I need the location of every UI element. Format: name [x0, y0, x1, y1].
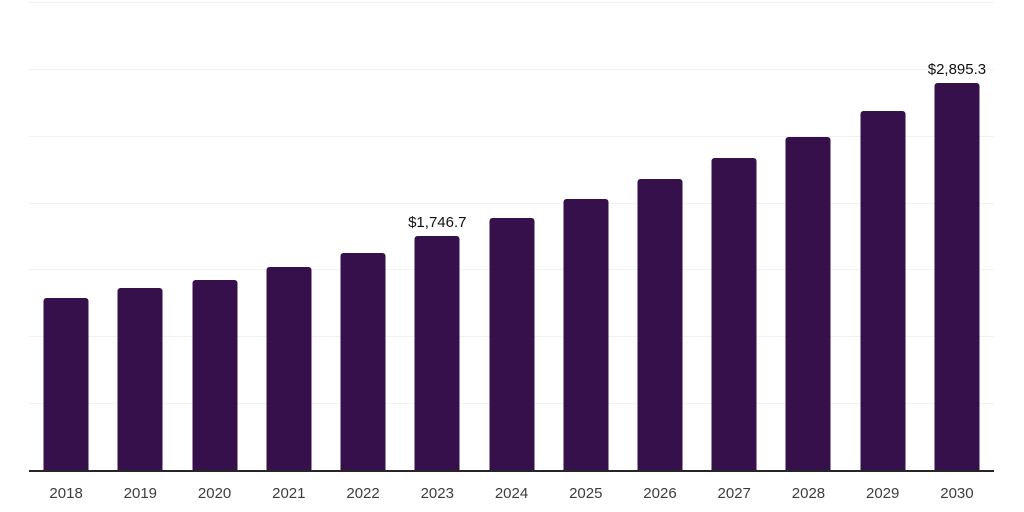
bar — [860, 110, 906, 470]
bar — [340, 253, 386, 470]
bar — [266, 266, 312, 470]
gridline — [29, 2, 994, 3]
bar — [934, 82, 980, 470]
bar-column-2020 — [177, 2, 251, 470]
bar — [117, 287, 163, 470]
bar-column-2028 — [771, 2, 845, 470]
gridline — [29, 68, 994, 70]
x-tick-label: 2018 — [49, 485, 83, 502]
bar — [785, 136, 831, 470]
bar-column-2023: $1,746.7 — [400, 2, 474, 470]
plot-area: $1,746.7 $2,895.3 — [29, 2, 994, 470]
bar-value-label: $2,895.3 — [927, 60, 987, 78]
bar-column-2029 — [846, 2, 920, 470]
x-tick-label: 2030 — [940, 485, 974, 502]
x-axis-line — [29, 470, 994, 472]
bar — [43, 297, 89, 470]
bar-column-2030: $2,895.3 — [920, 2, 994, 470]
x-tick-label: 2028 — [791, 485, 826, 502]
bar-column-2027 — [697, 2, 771, 470]
gridline — [29, 135, 994, 137]
bar-columns: $1,746.7 $2,895.3 — [29, 2, 994, 470]
x-tick-label: 2026 — [643, 485, 677, 502]
bar — [489, 218, 535, 470]
bar-column-2022 — [326, 2, 400, 470]
x-tick-label: 2027 — [717, 485, 751, 502]
bar-column-2024 — [474, 2, 548, 470]
bar — [414, 236, 460, 470]
bar — [637, 179, 683, 470]
x-tick-label: 2024 — [494, 485, 529, 502]
x-axis-tick-labels: 2018 2019 2020 2021 2022 2023 2024 2025 2026 2027… — [29, 486, 994, 501]
x-tick-label: 2019 — [123, 485, 158, 502]
bar-value-label: $1,746.7 — [408, 214, 467, 232]
x-tick-label: 2021 — [272, 485, 306, 502]
gridline — [29, 202, 994, 204]
bar — [711, 158, 757, 470]
x-tick-label: 2022 — [346, 485, 380, 502]
bar — [563, 199, 609, 470]
bar-column-2025 — [549, 2, 623, 470]
x-tick-label: 2029 — [866, 485, 900, 502]
bar — [192, 279, 238, 470]
x-tick-label: 2025 — [569, 485, 603, 502]
x-tick-label: 2020 — [197, 485, 232, 502]
bar-column-2019 — [103, 2, 177, 470]
bar-column-2026 — [623, 2, 697, 470]
bar-column-2018 — [29, 2, 103, 470]
bar-column-2021 — [252, 2, 326, 470]
x-tick-label: 2023 — [420, 485, 454, 502]
